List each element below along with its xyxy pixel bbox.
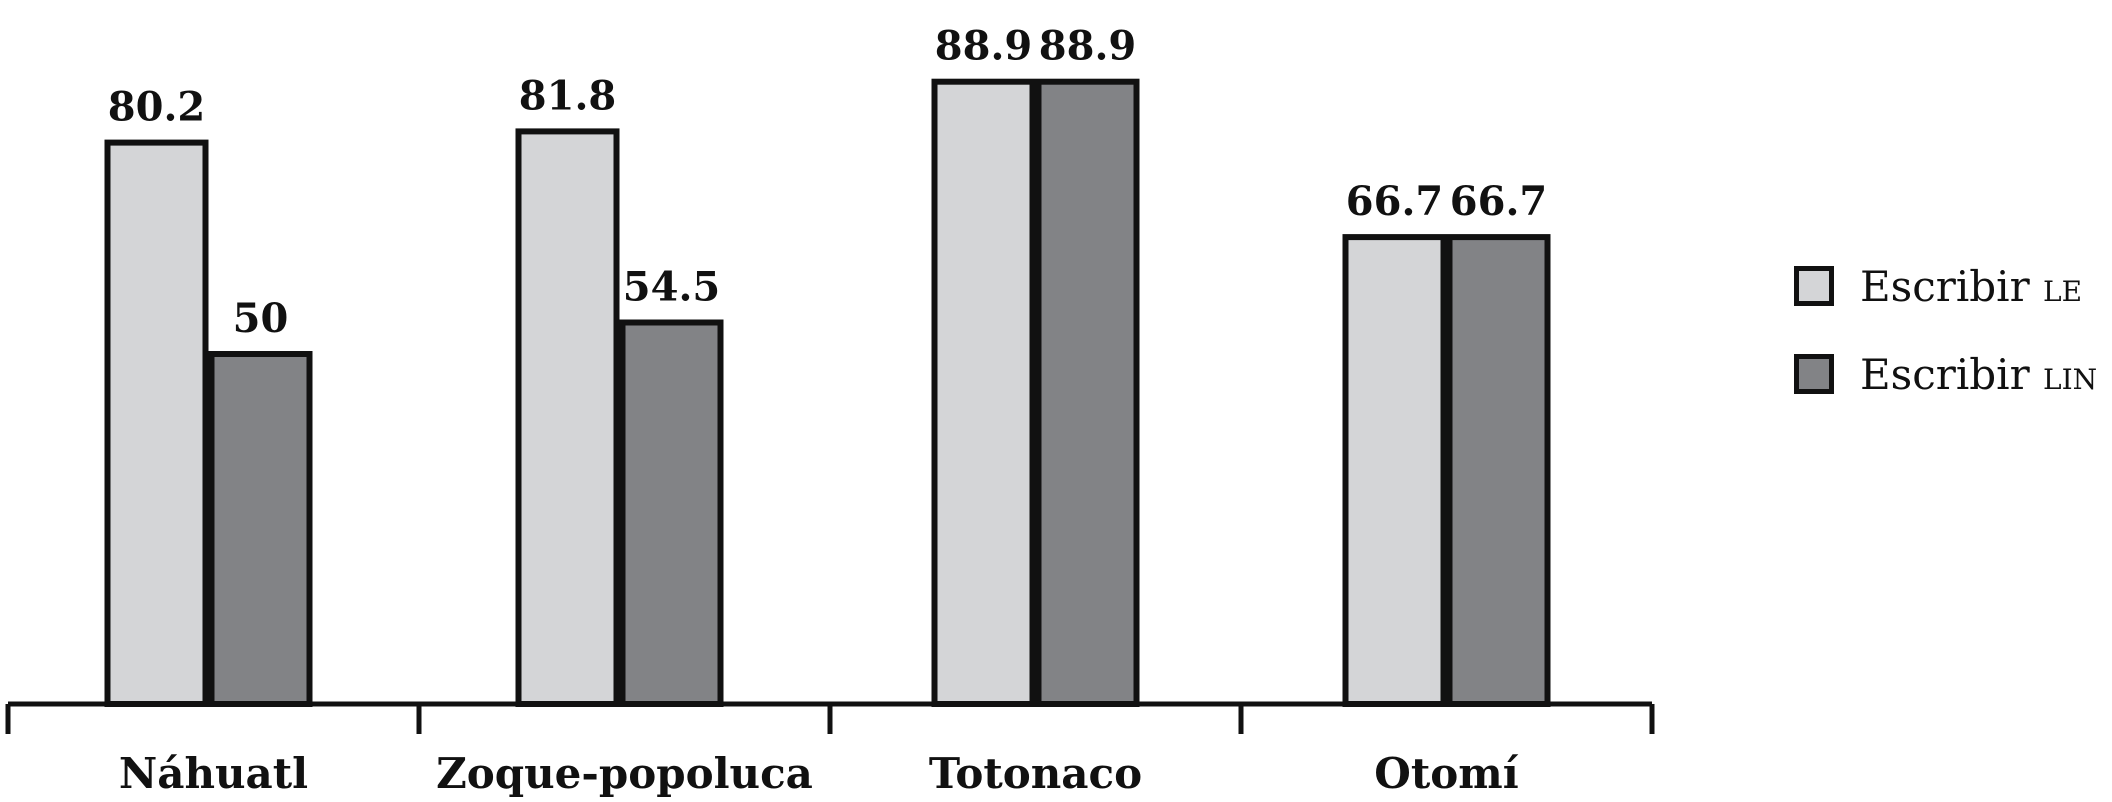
legend-swatch-lin <box>1794 354 1834 394</box>
category-label-nahuatl: Náhuatl <box>119 749 308 798</box>
bar-zoque-popoluca-le <box>515 128 620 707</box>
legend-label-le-base: Escribir <box>1860 261 2030 311</box>
value-label-nahuatl-lin: 50 <box>233 295 289 342</box>
value-label-nahuatl-le: 80.2 <box>108 84 205 131</box>
bar-nahuatl-lin <box>208 351 313 707</box>
legend: Escribir LE Escribir LIN <box>1794 256 2097 432</box>
value-label-otomi-le: 66.7 <box>1346 178 1443 225</box>
legend-label-le-tag: LE <box>2043 264 2083 311</box>
bar-totonaco-lin <box>1035 78 1140 707</box>
legend-label-lin: Escribir LIN <box>1860 350 2097 399</box>
legend-item-le: Escribir LE <box>1794 256 2097 316</box>
bar-otomi-lin <box>1446 234 1551 707</box>
value-label-totonaco-lin: 88.9 <box>1039 23 1136 70</box>
category-label-zoque-popoluca: Zoque-popoluca <box>436 749 813 798</box>
category-label-otomi: Otomí <box>1374 749 1518 798</box>
legend-label-le: Escribir LE <box>1860 262 2082 311</box>
legend-label-lin-base: Escribir <box>1860 349 2030 399</box>
bars-group <box>104 78 1551 708</box>
value-label-zoque-popoluca-le: 81.8 <box>519 72 616 119</box>
bar-otomi-le <box>1342 234 1447 707</box>
labels-group: 80.2 50 Náhuatl 81.8 54.5 Zoque-popoluca 88.9 8… <box>108 23 1547 798</box>
bar-zoque-popoluca-lin <box>619 319 724 707</box>
bar-nahuatl-le <box>104 139 209 708</box>
legend-label-lin-tag: LIN <box>2043 352 2098 399</box>
category-label-totonaco: Totonaco <box>929 749 1142 798</box>
legend-swatch-le <box>1794 266 1834 306</box>
value-label-totonaco-le: 88.9 <box>935 23 1032 70</box>
legend-item-lin: Escribir LIN <box>1794 344 2097 404</box>
x-axis <box>5 701 1655 734</box>
value-label-otomi-lin: 66.7 <box>1450 178 1547 225</box>
value-label-zoque-popoluca-lin: 54.5 <box>623 264 720 311</box>
bar-totonaco-le <box>931 78 1036 707</box>
